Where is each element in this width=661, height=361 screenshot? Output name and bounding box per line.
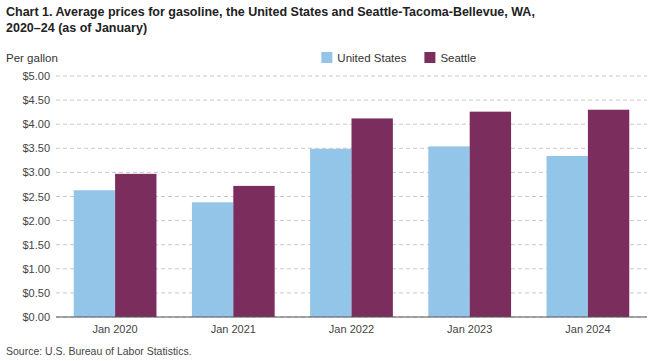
legend-label: United States (337, 52, 406, 64)
bar (74, 190, 115, 317)
bar (233, 186, 274, 317)
legend-swatch (424, 52, 435, 63)
bar (310, 149, 351, 317)
y-tick-label: $0.50 (22, 287, 50, 299)
legend: United States Seattle (321, 52, 476, 64)
grid (56, 76, 647, 317)
y-tick-label: $1.50 (22, 239, 50, 251)
grid-line (56, 317, 647, 318)
x-tick-label: Jan 2020 (92, 323, 137, 335)
y-tick-label: $2.00 (22, 215, 50, 227)
bar (115, 174, 156, 317)
title: 2020–24 (as of January) (6, 21, 147, 35)
y-tick-label: $0.00 (22, 311, 50, 323)
source: Source: U.S. Bureau of Labor Statistics. (6, 345, 192, 357)
y-tick-label: $3.50 (22, 142, 50, 154)
y-tick-label: $3.00 (22, 166, 50, 178)
x-tick-label: Jan 2022 (329, 323, 374, 335)
x-axis-line (56, 317, 647, 318)
bar (470, 112, 511, 317)
grid-line (56, 100, 647, 101)
page: {"chart_data": { "type": "bar", "title":… (0, 0, 661, 361)
bar (547, 156, 588, 317)
legend-swatch (321, 52, 332, 63)
background (0, 0, 661, 361)
legend-label: Seattle (440, 52, 476, 64)
bar (352, 118, 393, 317)
y-tick-label: $1.00 (22, 263, 50, 275)
bar (588, 110, 629, 317)
grid-line (56, 76, 647, 77)
y-tick-label: $2.50 (22, 191, 50, 203)
bars (74, 110, 630, 317)
title: Chart 1. Average prices for gasoline, th… (6, 5, 535, 19)
y-tick-label: $5.00 (22, 70, 50, 82)
x-tick-label: Jan 2021 (211, 323, 256, 335)
y-tick-label: $4.00 (22, 118, 50, 130)
y-axis-label: Per gallon (6, 52, 58, 64)
chart: Chart 1. Average prices for gasoline, th… (0, 0, 661, 361)
y-tick-label: $4.50 (22, 94, 50, 106)
x-tick-label: Jan 2024 (565, 323, 610, 335)
bar (192, 202, 233, 317)
x-tick-label: Jan 2023 (447, 323, 492, 335)
bar (428, 146, 469, 317)
